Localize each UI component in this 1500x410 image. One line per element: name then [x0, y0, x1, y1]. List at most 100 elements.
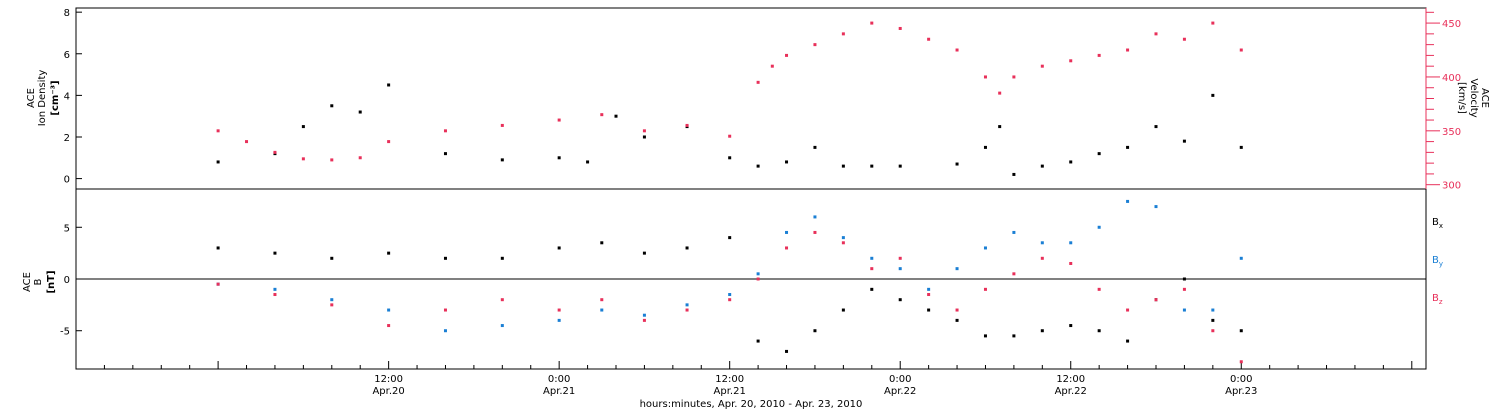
density-point — [983, 145, 987, 149]
bz-point — [1211, 329, 1215, 333]
bz-point — [330, 303, 334, 307]
bz-point — [387, 324, 391, 328]
legend: Bx By Bz — [1432, 217, 1443, 306]
bz-point — [557, 308, 561, 312]
density-point — [841, 164, 845, 168]
bz-point — [273, 293, 277, 297]
velocity-point — [387, 140, 391, 144]
velocity-point — [1211, 21, 1215, 25]
bx-point — [1069, 324, 1073, 328]
bx-point — [955, 318, 959, 322]
velocity-point — [728, 134, 732, 138]
density-point — [756, 164, 760, 168]
velocity-point — [301, 157, 305, 161]
x-tick-label-date: Apr.20 — [372, 386, 404, 397]
by-point — [642, 313, 646, 317]
density-point — [1040, 164, 1044, 168]
bx-point — [728, 236, 732, 240]
x-tick-label-hm: 12:00 — [374, 374, 403, 385]
by-point — [1069, 241, 1073, 245]
by-point — [813, 215, 817, 219]
density-point — [387, 83, 391, 87]
by-point — [273, 287, 277, 291]
density-point — [216, 160, 220, 164]
velocity-point — [1182, 37, 1186, 41]
bx-point — [387, 251, 391, 255]
bx-point — [330, 256, 334, 260]
velocity-point — [983, 75, 987, 79]
bx-point — [898, 298, 902, 302]
bx-point — [785, 349, 789, 353]
top-right-tick-label: 450 — [1442, 19, 1461, 30]
top-y-axis-ticks: 0 2 4 6 8 — [64, 8, 82, 186]
density-point — [614, 114, 618, 118]
bx-point — [841, 308, 845, 312]
bx-point — [1126, 339, 1130, 343]
x-axis-ticks: 12:00Apr.200:00Apr.2112:00Apr.210:00Apr.… — [75, 361, 1413, 397]
bx-point — [756, 339, 760, 343]
density-point — [358, 110, 362, 114]
bz-point — [1182, 287, 1186, 291]
bottom-panel-points — [216, 199, 1243, 364]
density-point — [785, 160, 789, 164]
bz-point — [1239, 360, 1243, 364]
by-point — [756, 272, 760, 276]
velocity-point — [600, 113, 604, 117]
by-point — [728, 293, 732, 297]
velocity-point — [1012, 75, 1016, 79]
density-point — [1211, 93, 1215, 97]
x-tick-label-hm: 12:00 — [715, 374, 744, 385]
by-point — [1154, 205, 1158, 209]
density-point — [301, 125, 305, 129]
bz-point — [898, 256, 902, 260]
velocity-point — [841, 32, 845, 36]
bx-point — [927, 308, 931, 312]
legend-bx: Bx — [1432, 217, 1443, 230]
velocity-point — [642, 129, 646, 133]
bz-point — [983, 287, 987, 291]
bx-point — [1040, 329, 1044, 333]
bottom-left-axis-title: ACE B [nT] — [22, 270, 57, 293]
top-right-tick-label: 350 — [1442, 127, 1461, 138]
by-point — [1182, 308, 1186, 312]
bz-point — [756, 277, 760, 281]
bz-point — [841, 241, 845, 245]
legend-by: By — [1432, 255, 1443, 268]
bottom-left-axis-unit: [nT] — [46, 270, 57, 293]
density-point — [1069, 160, 1073, 164]
bx-point — [983, 334, 987, 338]
velocity-point — [927, 37, 931, 41]
by-point — [1097, 225, 1101, 229]
x-tick-label-hm: 0:00 — [548, 374, 570, 385]
bx-point — [1012, 334, 1016, 338]
x-tick-label-date: Apr.23 — [1225, 386, 1257, 397]
by-point — [387, 308, 391, 312]
bottom-y-tick-label: -5 — [60, 327, 70, 338]
velocity-point — [1097, 53, 1101, 57]
bx-point — [685, 246, 689, 250]
density-point — [898, 164, 902, 168]
top-left-axis-unit: [cm⁻³] — [50, 80, 61, 115]
top-y-tick-label: 4 — [64, 91, 70, 102]
by-point — [955, 267, 959, 271]
density-point — [1097, 152, 1101, 156]
density-point — [1154, 125, 1158, 129]
bz-point — [728, 298, 732, 302]
by-point — [557, 318, 561, 322]
bottom-y-tick-label: 5 — [64, 223, 70, 234]
bz-point — [955, 308, 959, 312]
top-right-axis-title: ACE Velocity [km/s] — [1456, 78, 1490, 117]
velocity-point — [500, 123, 504, 127]
bz-point — [1040, 256, 1044, 260]
bz-point — [685, 308, 689, 312]
bx-point — [216, 246, 220, 250]
velocity-point — [358, 156, 362, 160]
top-left-axis-title-line1: ACE — [26, 88, 37, 108]
velocity-point — [1126, 48, 1130, 52]
bz-point — [1126, 308, 1130, 312]
velocity-point — [955, 48, 959, 52]
top-left-axis-title: ACE Ion Density [cm⁻³] — [26, 70, 61, 127]
density-point — [557, 156, 561, 160]
density-point — [1182, 139, 1186, 143]
velocity-point — [245, 140, 249, 144]
